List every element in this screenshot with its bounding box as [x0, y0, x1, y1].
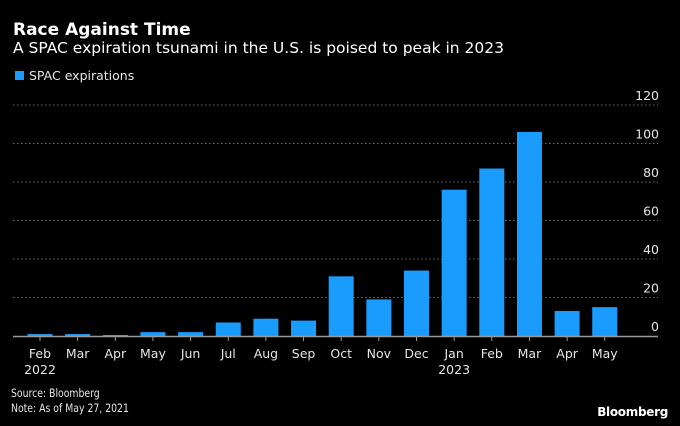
bars — [27, 131, 618, 336]
footer-notes: Source: Bloomberg Note: As of May 27, 20… — [11, 386, 129, 416]
chart-title: Race Against Time — [13, 20, 191, 40]
x-tick-label: Feb — [481, 346, 503, 361]
legend-label: SPAC expirations — [29, 68, 135, 83]
y-tick-label: 40 — [643, 242, 659, 257]
x-tick-label: Sep — [292, 346, 316, 361]
bar — [554, 310, 580, 336]
y-tick-label: 100 — [635, 127, 659, 142]
x-year-label: 2022 — [24, 362, 56, 377]
x-tick-label: Mar — [518, 346, 542, 361]
x-tick-label: Jun — [180, 346, 201, 361]
x-tick-label: May — [592, 346, 618, 361]
bar — [140, 332, 166, 336]
y-tick-label: 20 — [643, 281, 659, 296]
legend: SPAC expirations — [15, 68, 134, 83]
y-tick-label: 120 — [635, 88, 659, 103]
x-tick-label: Jul — [220, 346, 236, 361]
bar — [102, 335, 128, 336]
bar — [253, 318, 279, 336]
as-of-note: Note: As of May 27, 2021 — [11, 401, 129, 415]
y-tick-label: 60 — [643, 204, 659, 219]
bar — [516, 131, 542, 336]
gridlines — [13, 104, 658, 298]
x-tick-label: Apr — [104, 346, 126, 361]
x-axis — [13, 335, 658, 341]
x-year-label: 2023 — [438, 362, 470, 377]
y-tick-label: 80 — [643, 165, 659, 180]
x-tick-label: Mar — [66, 346, 90, 361]
x-tick-label: Nov — [367, 346, 392, 361]
bar — [441, 189, 467, 336]
x-tick-label: Dec — [404, 346, 428, 361]
x-tick-label: Aug — [254, 346, 278, 361]
bloomberg-logo: Bloomberg — [597, 405, 668, 419]
x-tick-label: Apr — [556, 346, 578, 361]
bar — [291, 320, 317, 336]
bar — [479, 168, 505, 336]
bar — [366, 299, 392, 336]
bar — [27, 334, 53, 336]
y-axis-labels: 0 20 40 60 80 100 120 — [635, 88, 659, 334]
bar — [592, 307, 618, 336]
legend-swatch — [15, 71, 24, 80]
x-tick-label: Feb — [29, 346, 51, 361]
bar — [178, 332, 204, 336]
source-note: Source: Bloomberg — [11, 386, 100, 400]
chart-subtitle: A SPAC expiration tsunami in the U.S. is… — [13, 39, 504, 57]
bar — [328, 276, 354, 336]
y-tick-label: 0 — [651, 319, 659, 334]
x-tick-label: Jan — [444, 346, 464, 361]
bar — [65, 334, 91, 336]
bar — [215, 322, 241, 336]
x-tick-label: May — [140, 346, 166, 361]
bar — [404, 270, 429, 336]
x-tick-label: Oct — [330, 346, 352, 361]
